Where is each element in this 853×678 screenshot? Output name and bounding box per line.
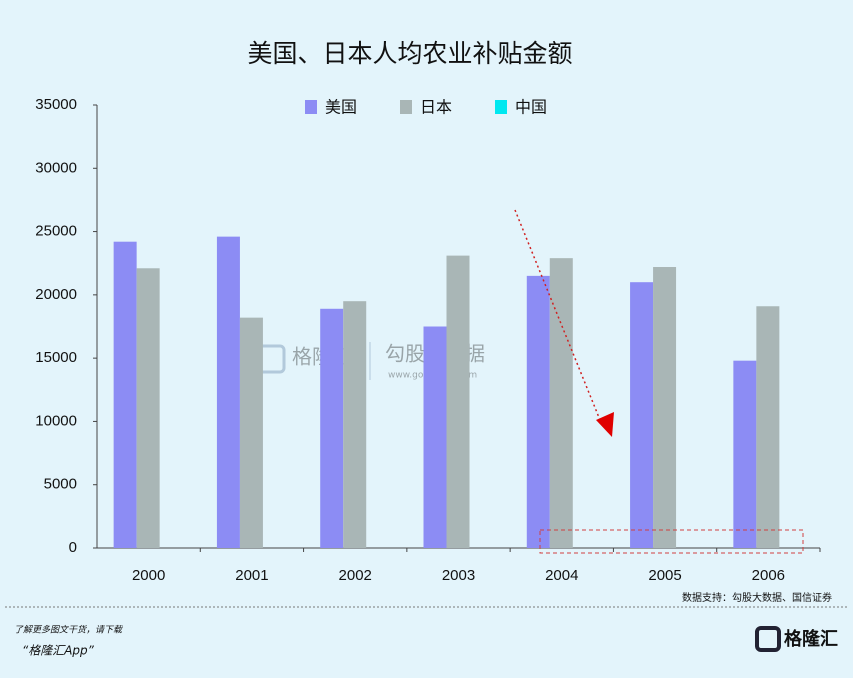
footer-text: 了解更多图文干货，请下载: [14, 625, 123, 636]
source: 数据支持：勾股大数据、国信证券: [682, 591, 832, 604]
bar: [653, 267, 677, 548]
bar: [113, 241, 137, 548]
bar: [446, 255, 470, 548]
bar: [526, 275, 550, 548]
legend-swatch: [495, 100, 507, 114]
y-tick-label: 20000: [35, 286, 77, 303]
logo-icon: [755, 626, 781, 652]
x-tick-label: 2002: [339, 567, 372, 584]
logo-text: 格隆汇: [784, 628, 838, 650]
legend-label: 日本: [420, 98, 452, 117]
bar: [756, 306, 780, 548]
legend-swatch: [305, 100, 317, 114]
plot: 0 5000 10000 15000 20000 25000 30000 35000 2000 2…: [35, 96, 821, 584]
bar: [239, 317, 263, 548]
legend-label: 中国: [515, 98, 547, 117]
bar: [136, 268, 160, 548]
x-tick-label: 2001: [235, 567, 268, 584]
bar: [343, 301, 367, 548]
y-tick-label: 30000: [35, 159, 77, 176]
annotation-arrowhead: [596, 412, 614, 437]
x-tick-label: 2004: [545, 567, 578, 584]
y-tick-label: 35000: [35, 96, 77, 113]
x-tick-label: 2006: [752, 567, 785, 584]
y-tick-label: 10000: [35, 412, 77, 429]
annotation-box: [539, 529, 804, 554]
y-tick-label: 25000: [35, 223, 77, 240]
chart-title: 美国、日本人均农业补贴金额: [247, 39, 572, 68]
footer-app: “格隆汇App”: [22, 644, 95, 658]
bar: [320, 308, 344, 548]
bar: [733, 360, 757, 548]
y-tick-label: 15000: [35, 349, 77, 366]
bar: [423, 326, 447, 548]
x-tick-label: 2005: [648, 567, 681, 584]
legend-label: 美国: [325, 98, 357, 117]
x-tick-label: 2003: [442, 567, 475, 584]
y-tick-label: 5000: [44, 476, 77, 493]
x-tick-label: 2000: [132, 567, 165, 584]
bar: [549, 258, 573, 548]
bar: [630, 282, 654, 548]
legend-swatch: [400, 100, 412, 114]
bar: [216, 236, 240, 549]
y-tick-label: 0: [69, 539, 77, 556]
